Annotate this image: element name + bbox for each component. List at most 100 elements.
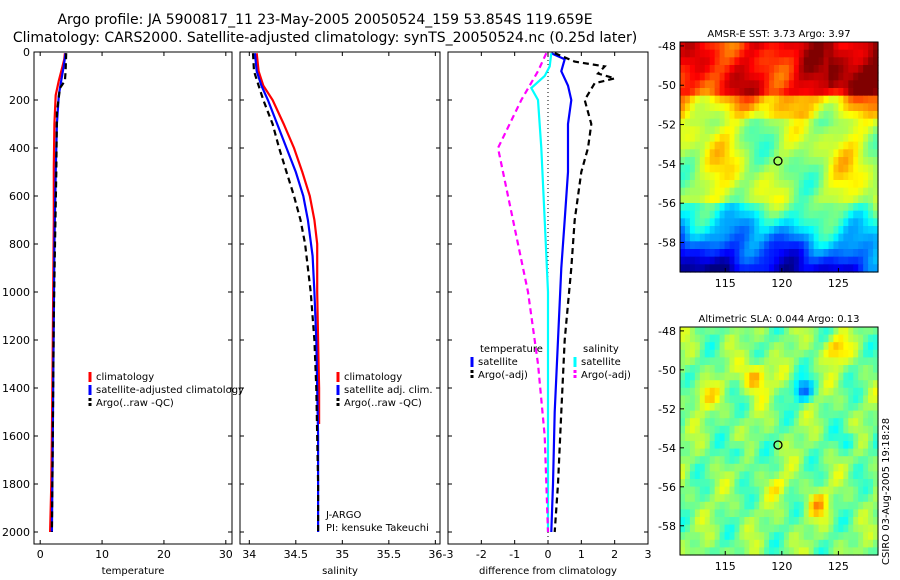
map-cell xyxy=(823,372,830,381)
map-cell xyxy=(779,241,785,250)
map-cell xyxy=(749,249,755,258)
map-cell xyxy=(714,494,721,503)
map-cell xyxy=(788,433,795,442)
map-cell xyxy=(803,134,810,143)
map-cell xyxy=(828,57,835,66)
map-cell xyxy=(843,539,849,548)
map-cell xyxy=(759,327,765,336)
map-cell xyxy=(744,149,750,158)
map-cell xyxy=(858,532,864,541)
map-cell xyxy=(699,372,706,381)
map-cell xyxy=(734,157,740,166)
map-frame-4 xyxy=(679,326,879,556)
map-cell xyxy=(858,65,864,74)
map-cell xyxy=(833,334,839,343)
map-cell xyxy=(749,233,755,242)
map-cell xyxy=(774,342,780,351)
map-cell xyxy=(873,103,879,112)
map-cell xyxy=(848,501,854,510)
map-cell xyxy=(754,395,760,404)
map-cell xyxy=(754,118,760,127)
map-cell xyxy=(843,479,849,488)
map-cell xyxy=(808,365,815,374)
map-cell xyxy=(759,433,765,442)
map-cell xyxy=(798,88,805,97)
map-cell xyxy=(734,95,740,104)
map-cell xyxy=(694,103,701,112)
map-cell xyxy=(873,479,879,488)
map-cell xyxy=(823,256,830,265)
map-cell xyxy=(808,141,815,150)
map-cell xyxy=(863,463,869,472)
map-cell xyxy=(843,501,849,510)
map-cell xyxy=(739,226,745,235)
map-cell xyxy=(833,509,839,518)
map-cell xyxy=(779,80,785,89)
map-cell xyxy=(828,218,835,227)
map-cell xyxy=(699,264,706,273)
map-cell xyxy=(769,57,775,66)
map-cell xyxy=(828,95,835,104)
map-cell xyxy=(813,233,820,242)
map-cell xyxy=(759,103,765,112)
y-tick-label: 0 xyxy=(23,46,30,59)
map-cell xyxy=(739,395,745,404)
map-cell xyxy=(808,241,815,250)
y-tick-label: 200 xyxy=(9,94,30,107)
map-cell xyxy=(873,80,879,89)
map-cell xyxy=(719,80,726,89)
map-cell xyxy=(734,372,740,381)
map-cell xyxy=(724,103,731,112)
map-cell xyxy=(783,80,790,89)
map-cell xyxy=(684,172,691,181)
map-cell xyxy=(749,327,755,336)
map-cell xyxy=(798,210,805,219)
map-cell xyxy=(684,42,691,51)
map-cell xyxy=(759,349,765,358)
map-cell xyxy=(868,233,874,242)
map-cell xyxy=(709,357,716,366)
map-cell xyxy=(744,226,750,235)
map-cell xyxy=(798,103,805,112)
map-cell xyxy=(818,410,825,419)
map-cell xyxy=(818,463,825,472)
map-cell xyxy=(734,380,740,389)
map-cell xyxy=(793,403,800,412)
map-cell xyxy=(818,418,825,427)
map-cell xyxy=(838,256,844,265)
map-cell xyxy=(843,327,849,336)
map-cell xyxy=(823,425,830,434)
map-cell xyxy=(749,403,755,412)
map-cell xyxy=(823,95,830,104)
map-cell xyxy=(744,372,750,381)
map-cell xyxy=(823,509,830,518)
map-cell xyxy=(793,365,800,374)
map-cell xyxy=(848,524,854,533)
map-cell xyxy=(863,42,869,51)
map-cell xyxy=(788,425,795,434)
map-cell xyxy=(680,118,686,127)
map-cell xyxy=(833,547,839,556)
map-cell xyxy=(863,149,869,158)
map-cell xyxy=(719,195,726,204)
map-cell xyxy=(798,418,805,427)
map-cell xyxy=(709,180,716,189)
map-cell xyxy=(749,72,755,81)
map-cell xyxy=(714,486,721,495)
map-cell xyxy=(868,111,874,120)
map-cell xyxy=(788,210,795,219)
map-cell xyxy=(803,210,810,219)
map-cell xyxy=(764,349,770,358)
map-cell xyxy=(699,501,706,510)
map-cell xyxy=(798,342,805,351)
map-cell xyxy=(783,494,790,503)
map-cell xyxy=(838,501,844,510)
map-cell xyxy=(798,80,805,89)
map-cell xyxy=(709,532,716,541)
map-cell xyxy=(709,418,716,427)
map-cell xyxy=(823,494,830,503)
map-cell xyxy=(724,195,731,204)
map-cell xyxy=(764,218,770,227)
map-cell xyxy=(734,410,740,419)
map-cell xyxy=(754,509,760,518)
